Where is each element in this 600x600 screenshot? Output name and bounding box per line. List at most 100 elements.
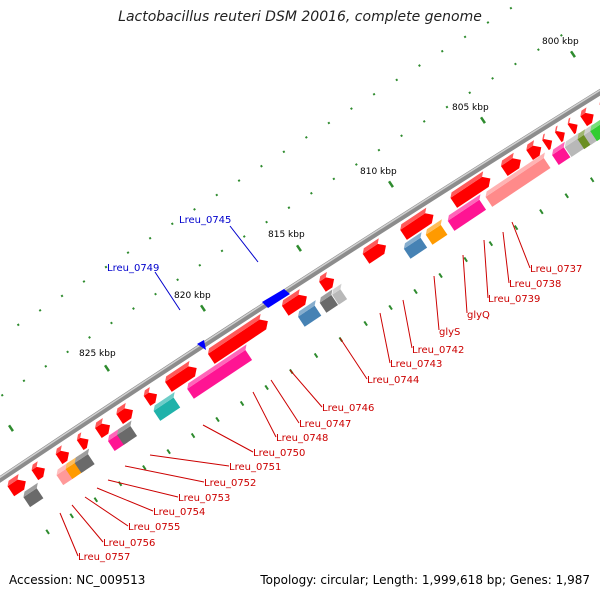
cds-red-1-body <box>31 466 45 481</box>
cds-red-14-body <box>500 158 521 176</box>
cds-red-14-top <box>500 152 514 167</box>
tick-dot-mid <box>309 191 313 195</box>
cds-red-8-body <box>207 319 268 364</box>
leader-minus-1 <box>502 231 510 284</box>
gene-label-glyq[interactable]: glyQ <box>467 310 490 321</box>
gene-label-lreu0746[interactable]: Lreu_0746 <box>322 403 374 414</box>
gene-label-lreu0748[interactable]: Lreu_0748 <box>276 433 328 444</box>
gene-label-lreu0751[interactable]: Lreu_0751 <box>229 462 281 473</box>
leader-minus-4 <box>433 275 440 331</box>
tick-dot-inner <box>539 209 544 215</box>
cds-color-16-top <box>564 132 580 148</box>
tick-major <box>296 244 302 252</box>
gene-label-lreu0747[interactable]: Lreu_0747 <box>299 419 351 430</box>
tick-dot-outer <box>304 136 308 139</box>
cds-red-5 <box>116 402 133 424</box>
tick-dot-outer <box>418 64 421 67</box>
cds-red-2-body <box>55 450 70 465</box>
plus-arrow-0749 <box>197 340 206 350</box>
tick-major <box>570 50 576 58</box>
minus-strand-labels: Lreu_0737 Lreu_0738 Lreu_0739 glyQ glyS … <box>78 264 582 563</box>
cds-red-2-top <box>55 445 62 455</box>
cds-color-10-body <box>332 289 348 305</box>
gene-label-lreu0750[interactable]: Lreu_0750 <box>253 448 305 459</box>
tick-dot-inner <box>239 400 245 407</box>
tick-dot-inner <box>488 240 494 247</box>
cds-color-6-top <box>153 392 175 411</box>
cds-red-19-body <box>580 112 594 127</box>
tick-dot-outer <box>148 236 152 240</box>
gene-label-lreu0739[interactable]: Lreu_0739 <box>488 294 540 305</box>
tick-dot-inner <box>413 288 418 295</box>
cds-red-2 <box>55 445 70 465</box>
gene-label-glys[interactable]: glyS <box>439 327 460 338</box>
cds-color-17-top <box>577 129 586 140</box>
tick-dot-outer <box>82 280 86 283</box>
genome-backbone <box>0 88 600 483</box>
tick-dot-mid <box>536 48 540 52</box>
tick-major <box>388 180 394 188</box>
leader-minus-15 <box>96 487 154 512</box>
gene-label-lreu0753[interactable]: Lreu_0753 <box>178 493 230 504</box>
cds-color-7-top <box>187 344 247 389</box>
tick-dot-mid <box>468 91 472 95</box>
gene-label-lreu0743[interactable]: Lreu_0743 <box>390 359 442 370</box>
cds-color-15 <box>552 141 571 166</box>
tick-label-815: 815 kbp <box>268 230 305 240</box>
cds-color-6 <box>153 392 181 421</box>
plus-strand-labels: Lreu_0745 Lreu_0749 <box>107 215 231 274</box>
cds-color-8-top <box>298 300 316 317</box>
gene-label-lreu0754[interactable]: Lreu_0754 <box>153 507 205 518</box>
cds-red-17-top <box>554 125 558 133</box>
tick-major <box>7 424 14 432</box>
gene-label-lreu0738[interactable]: Lreu_0738 <box>509 279 561 290</box>
tick-dot-mid <box>491 76 494 80</box>
cds-red-7-top <box>165 360 190 382</box>
tick-dot-outer <box>170 222 174 226</box>
cds-color-19 <box>590 114 600 142</box>
tick-dot-inner <box>142 465 147 471</box>
cds-color-12 <box>425 219 448 245</box>
leader-minus-6 <box>379 312 391 364</box>
tick-dot-mid <box>332 177 336 181</box>
gene-label-lreu0744[interactable]: Lreu_0744 <box>367 375 419 386</box>
leader-minus-11 <box>202 424 254 453</box>
tick-label-800: 800 kbp <box>542 37 579 47</box>
cds-color-18-body <box>583 129 599 146</box>
cds-red-6 <box>143 387 158 406</box>
tick-dot-inner <box>166 448 171 455</box>
cds-color-14-top <box>485 152 545 197</box>
cds-color-0-body <box>23 488 44 508</box>
leader-minus-5 <box>402 299 413 349</box>
cds-red-11-top <box>362 238 379 254</box>
tick-dot-outer <box>509 6 513 10</box>
gene-label-lreu0752[interactable]: Lreu_0752 <box>204 478 256 489</box>
cds-color-9-top <box>319 289 333 303</box>
tick-dot-mid <box>176 278 180 282</box>
leader-minus-12 <box>149 454 230 467</box>
gene-label-lreu0755[interactable]: Lreu_0755 <box>128 522 180 533</box>
tick-dot-outer <box>126 251 130 255</box>
gene-label-lreu0756[interactable]: Lreu_0756 <box>103 538 155 549</box>
gene-label-lreu0737[interactable]: Lreu_0737 <box>530 264 582 275</box>
tick-dot-outer <box>350 107 353 111</box>
tick-dot-mid <box>0 393 4 397</box>
gene-label-lreu0749[interactable]: Lreu_0749 <box>107 263 159 274</box>
leader-minus-10 <box>252 391 277 438</box>
tick-dot-inner <box>438 272 443 279</box>
cds-color-9 <box>319 289 339 313</box>
tick-dot-mid <box>242 235 246 238</box>
label-leaders <box>59 221 531 557</box>
gene-label-lreu0742[interactable]: Lreu_0742 <box>412 345 464 356</box>
leader-minus-16 <box>84 496 129 527</box>
cds-color-18 <box>583 124 599 146</box>
tick-dot-inner <box>313 352 319 359</box>
cds-red-1-top <box>31 461 38 471</box>
tick-dot-outer <box>463 35 467 39</box>
tick-labels: 800 kbp 805 kbp 810 kbp 815 kbp 820 kbp … <box>79 37 579 359</box>
gene-label-lreu0745[interactable]: Lreu_0745 <box>179 215 231 226</box>
tick-major <box>199 304 206 312</box>
tick-dot-inner <box>363 320 368 327</box>
cds-red-13-top <box>450 171 484 198</box>
gene-label-lreu0757[interactable]: Lreu_0757 <box>78 552 130 563</box>
